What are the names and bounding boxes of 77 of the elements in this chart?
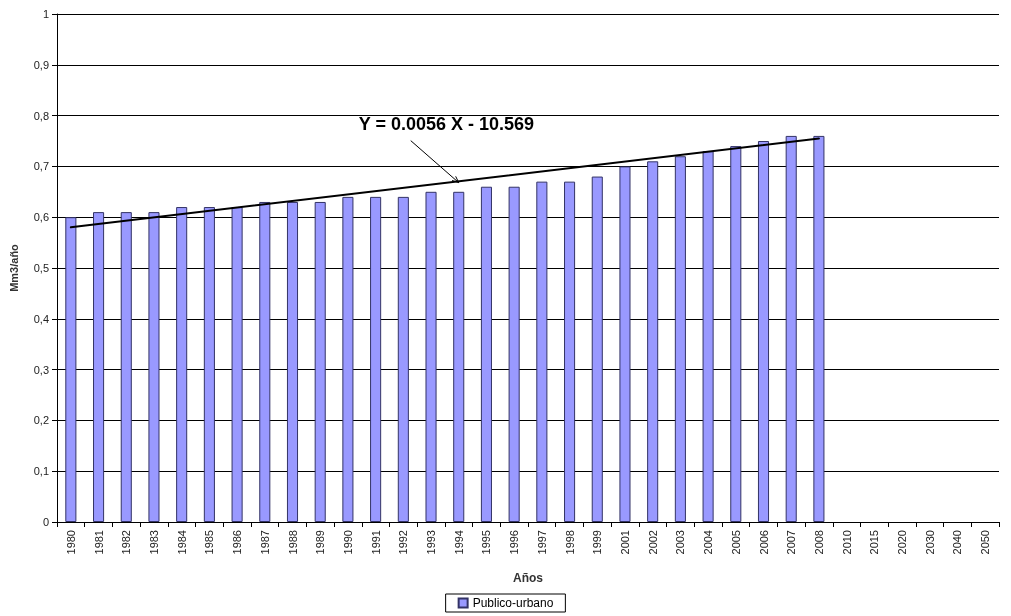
y-tick-label: 0,9 xyxy=(33,58,49,71)
x-tick-label: 2010 xyxy=(840,530,853,555)
x-tick-label: 1991 xyxy=(369,530,382,555)
x-tick-label: 1993 xyxy=(425,530,438,555)
y-tick-label: 0,8 xyxy=(33,109,49,122)
x-tick-label: 1985 xyxy=(203,530,216,555)
y-tick-label: 0,5 xyxy=(33,262,49,274)
x-tick-label: 1984 xyxy=(175,530,188,555)
bar xyxy=(425,191,437,522)
x-tick-label: 1999 xyxy=(591,530,604,555)
bar xyxy=(370,196,382,522)
bar xyxy=(203,207,215,522)
x-tick-label: 2015 xyxy=(868,530,881,555)
y-tick-label: 0,4 xyxy=(33,312,49,325)
bar xyxy=(785,135,797,522)
bar xyxy=(176,207,188,522)
y-tick-label: 0,1 xyxy=(33,465,49,478)
x-tick-label: 2002 xyxy=(646,530,659,555)
x-tick-label: 1986 xyxy=(231,530,244,555)
x-tick-label: 2008 xyxy=(812,530,825,555)
x-tick-label: 1992 xyxy=(397,530,410,555)
x-tick-label: 1989 xyxy=(314,530,327,555)
bar xyxy=(65,217,77,522)
y-tick-label: 0 xyxy=(42,516,49,528)
x-axis-title: Años xyxy=(513,571,544,585)
x-tick-label: 2020 xyxy=(896,530,909,555)
x-tick-label: 2005 xyxy=(729,530,742,555)
x-tick-label: 1987 xyxy=(258,530,271,555)
y-axis-title: Mm3/año xyxy=(7,243,20,292)
x-tick-label: 2030 xyxy=(923,530,936,555)
bar xyxy=(674,156,686,522)
y-tick-label: 0,2 xyxy=(33,414,49,427)
bar xyxy=(619,166,631,522)
bar xyxy=(702,151,714,522)
x-tick-label: 2007 xyxy=(785,530,798,555)
legend-label: Publico-urbano xyxy=(472,596,554,610)
bar xyxy=(564,181,576,522)
x-tick-label: 2040 xyxy=(951,530,964,555)
bar xyxy=(813,135,825,522)
x-tick-label: 1997 xyxy=(535,530,548,555)
x-tick-label: 1996 xyxy=(508,530,521,555)
bar xyxy=(120,212,132,522)
x-tick-label: 2004 xyxy=(702,530,715,555)
x-tick-label: 1981 xyxy=(92,530,105,555)
bar xyxy=(259,201,271,522)
x-tick-label: 2050 xyxy=(979,530,992,555)
bar xyxy=(397,196,409,522)
x-tick-label: 2003 xyxy=(674,530,687,555)
bar xyxy=(314,201,326,522)
bar xyxy=(480,186,492,522)
x-tick-label: 1995 xyxy=(480,530,493,555)
bar xyxy=(536,181,548,522)
bar xyxy=(148,212,160,522)
x-tick-label: 1994 xyxy=(452,530,465,555)
bar xyxy=(730,146,742,522)
x-tick-label: 1998 xyxy=(563,530,576,555)
y-tick-label: 0,7 xyxy=(33,160,49,173)
bar xyxy=(508,186,520,522)
x-tick-label: 1980 xyxy=(64,530,77,555)
y-tick-label: 0,6 xyxy=(33,211,49,224)
bar xyxy=(591,176,603,522)
x-tick-label: 1983 xyxy=(147,530,160,555)
annotation: Y = 0.0056 X - 10.569 xyxy=(358,113,535,134)
bar xyxy=(342,196,354,522)
bar xyxy=(757,141,770,522)
bar xyxy=(453,191,465,522)
bar xyxy=(647,161,659,522)
bar xyxy=(286,201,299,522)
x-tick-label: 2001 xyxy=(618,530,631,555)
x-tick-label: 2006 xyxy=(757,530,770,555)
bar xyxy=(231,207,243,522)
x-tick-label: 1982 xyxy=(120,530,133,555)
y-tick-label: 0,3 xyxy=(33,363,49,376)
x-tick-label: 1990 xyxy=(341,530,354,555)
y-tick-label: 1 xyxy=(42,8,49,20)
bar xyxy=(93,212,105,522)
x-tick-label: 1988 xyxy=(286,530,299,555)
